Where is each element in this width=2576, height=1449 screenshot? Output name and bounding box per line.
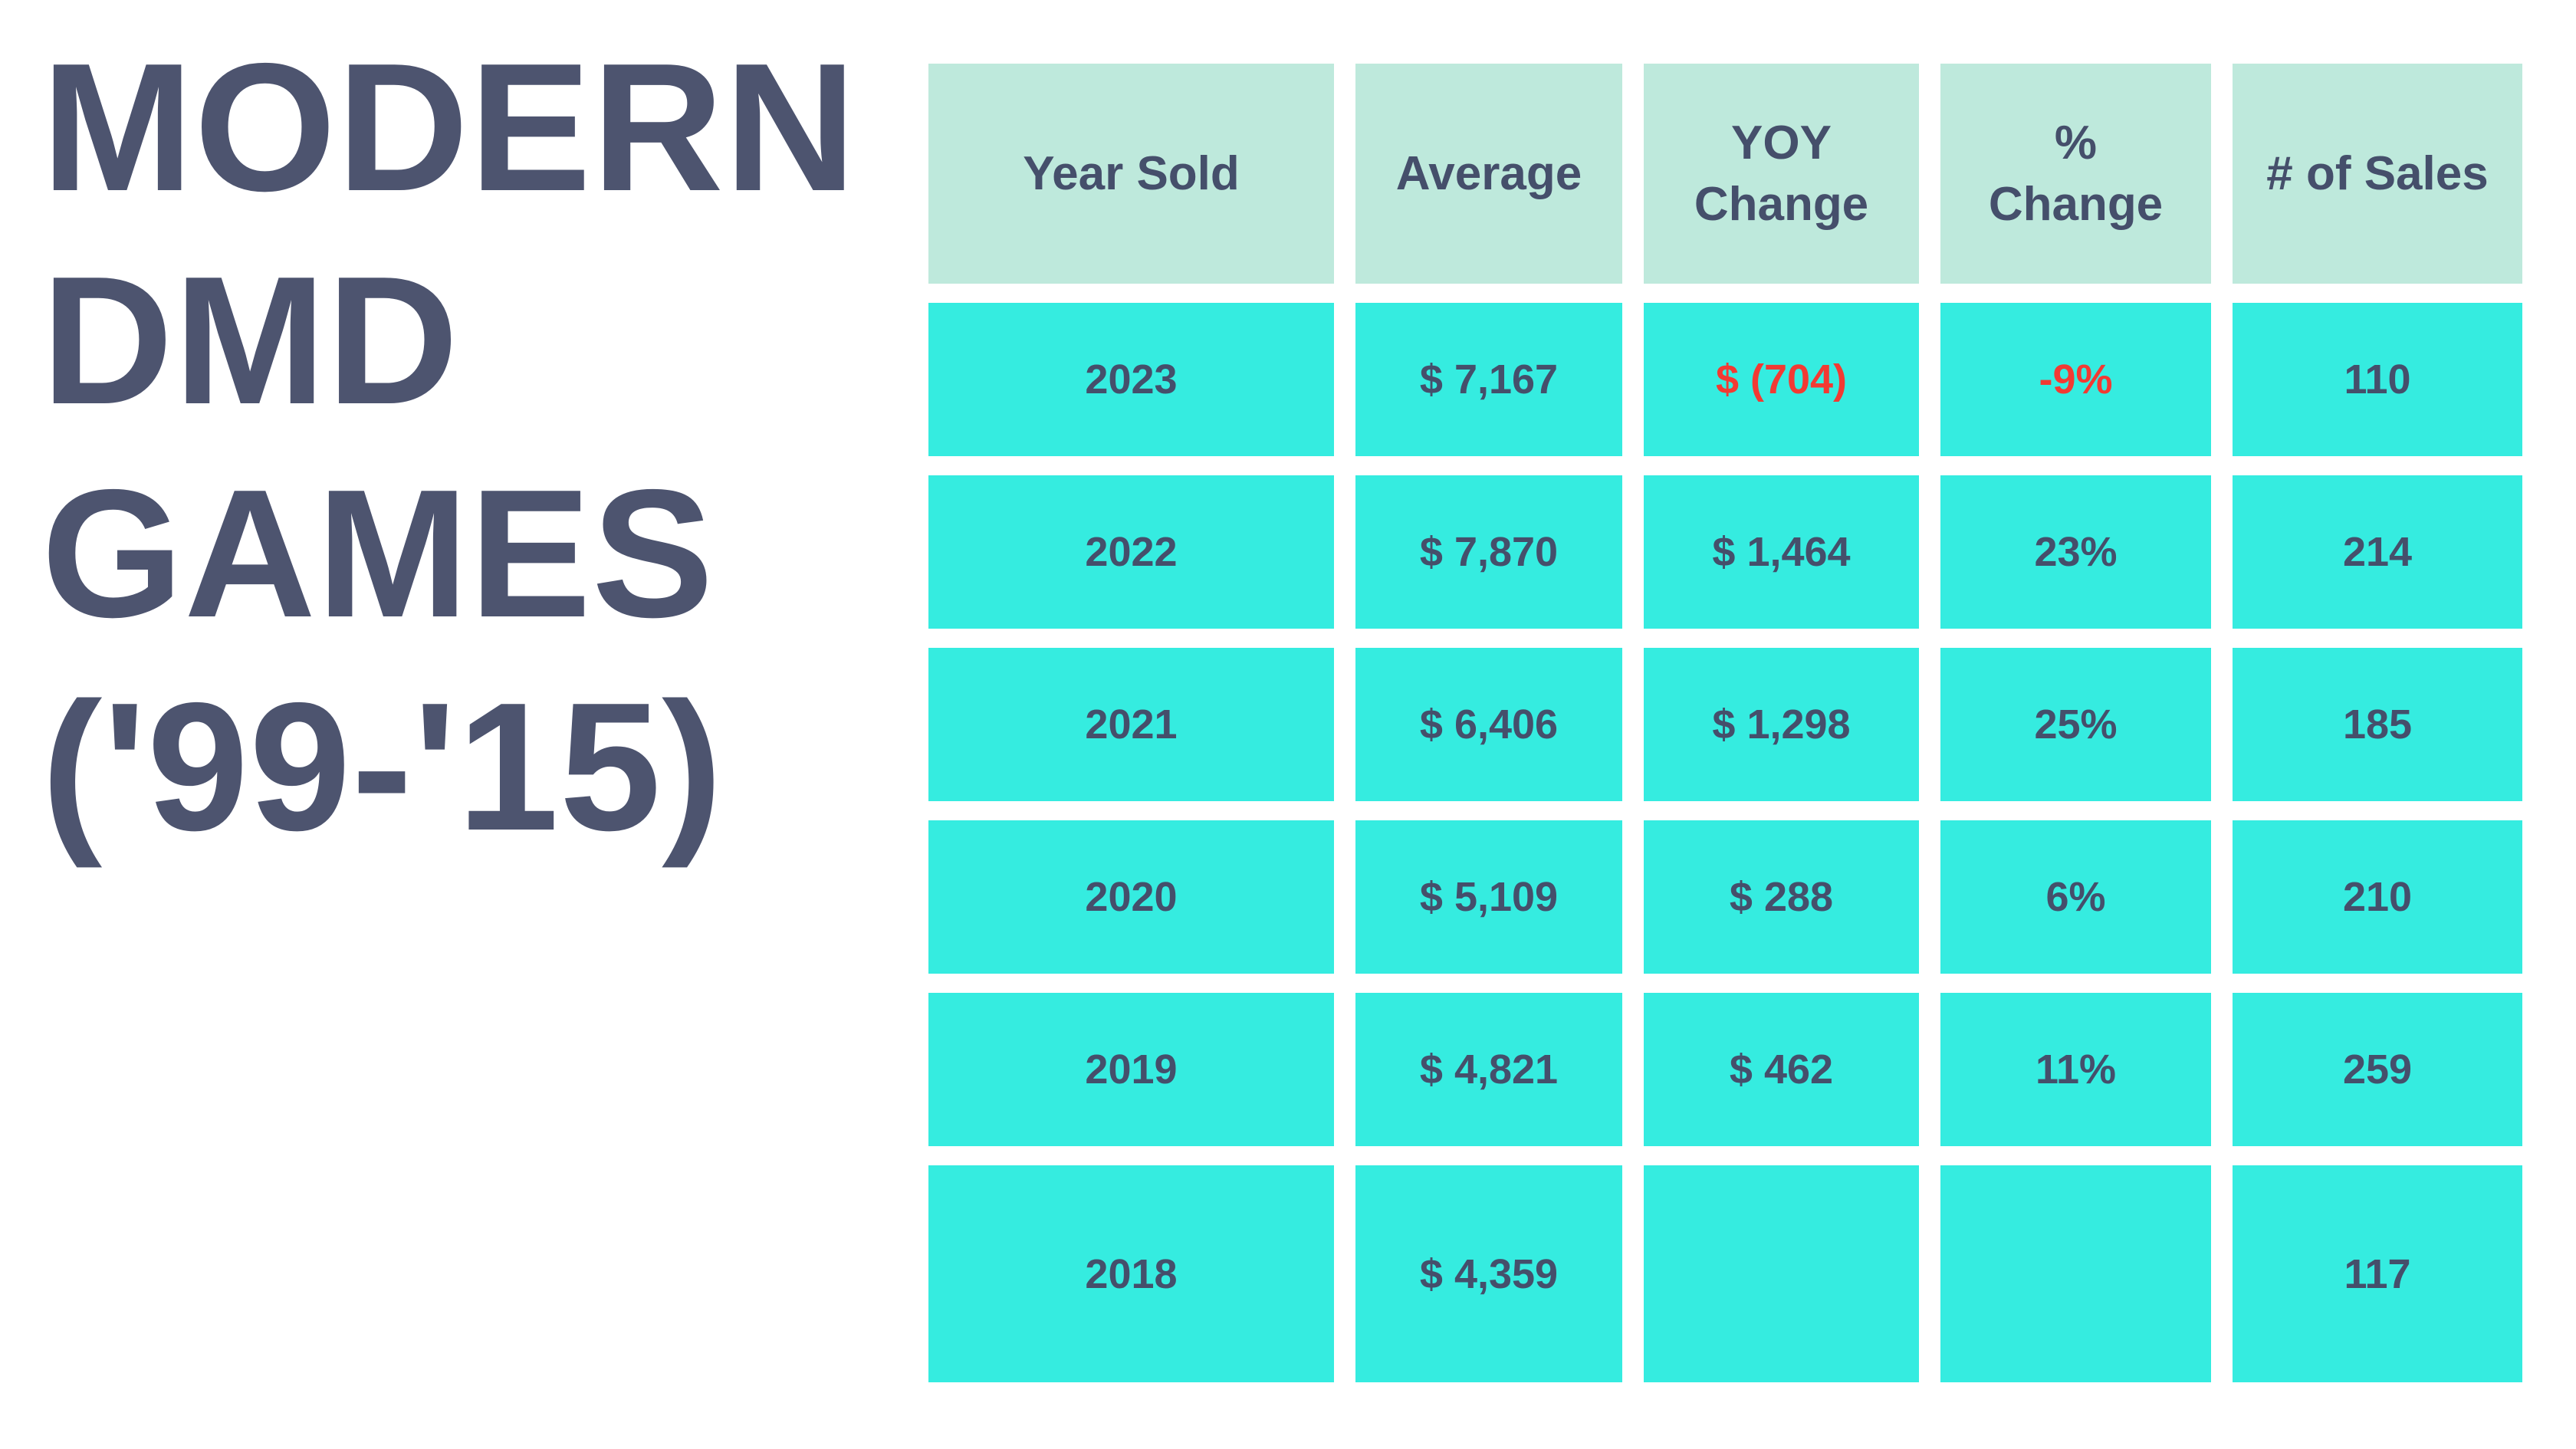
column-header-num_sales: # of Sales [2233,64,2522,284]
cell-2020-year: 2020 [928,820,1334,974]
cell-2019-average: $ 4,821 [1355,993,1622,1146]
column-header-average: Average [1355,64,1622,284]
page-title: MODERN DMD GAMES ('99-'15) [41,21,931,874]
cell-2022-average: $ 7,870 [1355,475,1622,629]
cell-2019-yoy_change: $ 462 [1644,993,1919,1146]
cell-2019-pct_change: 11% [1940,993,2211,1146]
cell-2022-pct_change: 23% [1940,475,2211,629]
cell-2023-pct_change: -9% [1940,303,2211,456]
cell-2023-num_sales: 110 [2233,303,2522,456]
page-title-line: ('99-'15) [41,665,724,869]
cell-2020-yoy_change: $ 288 [1644,820,1919,974]
cell-2018-year: 2018 [928,1165,1334,1382]
cell-2021-yoy_change: $ 1,298 [1644,648,1919,801]
cell-2023-average: $ 7,167 [1355,303,1622,456]
cell-2021-average: $ 6,406 [1355,648,1622,801]
column-header-year: Year Sold [928,64,1334,284]
cell-2018-average: $ 4,359 [1355,1165,1622,1382]
cell-2020-average: $ 5,109 [1355,820,1622,974]
cell-2019-num_sales: 259 [2233,993,2522,1146]
page-title-line: MODERN [41,26,857,229]
cell-2021-pct_change: 25% [1940,648,2211,801]
cell-2022-num_sales: 214 [2233,475,2522,629]
cell-2018-num_sales: 117 [2233,1165,2522,1382]
cell-2018-yoy_change [1644,1165,1919,1382]
cell-2021-year: 2021 [928,648,1334,801]
column-header-pct_change: % Change [1940,64,2211,284]
sales-table: Year Sold Average YOY Change% Change # of S… [928,64,2522,1382]
cell-2021-num_sales: 185 [2233,648,2522,801]
page-title-line: DMD [41,239,460,442]
cell-2020-pct_change: 6% [1940,820,2211,974]
cell-2020-num_sales: 210 [2233,820,2522,974]
cell-2022-year: 2022 [928,475,1334,629]
cell-2023-year: 2023 [928,303,1334,456]
cell-2022-yoy_change: $ 1,464 [1644,475,1919,629]
cell-2019-year: 2019 [928,993,1334,1146]
cell-2023-yoy_change: $ (704) [1644,303,1919,456]
column-header-yoy_change: YOY Change [1644,64,1919,284]
page-title-line: GAMES [41,452,715,656]
cell-2018-pct_change [1940,1165,2211,1382]
